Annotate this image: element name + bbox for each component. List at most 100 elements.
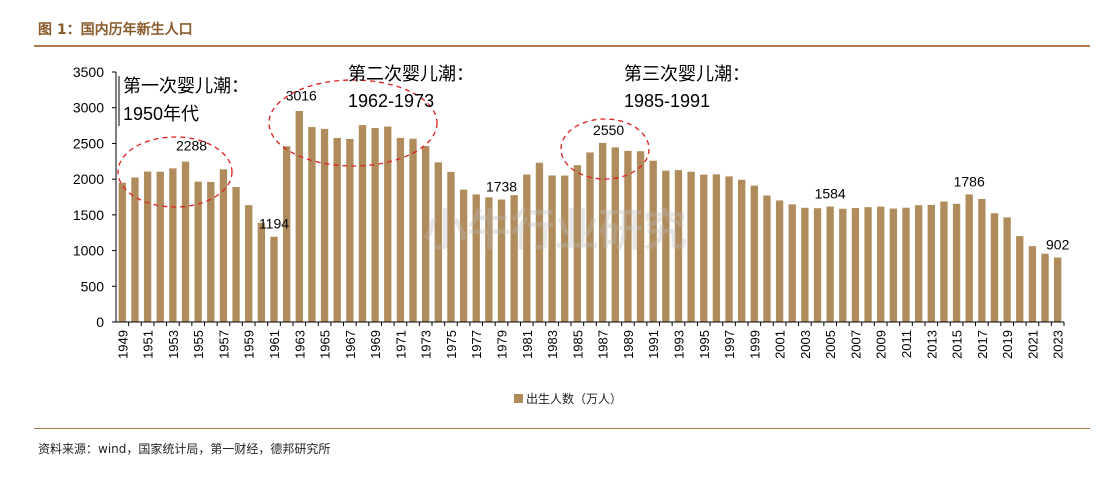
baby-boom-circle [560, 118, 650, 180]
bar [561, 175, 569, 322]
x-tick-label: 1987 [596, 330, 611, 359]
x-tick-label: 2005 [823, 330, 838, 359]
bar [459, 189, 468, 322]
bar [1041, 253, 1049, 322]
y-tick-label: 2500 [73, 135, 104, 151]
bar [1028, 246, 1037, 322]
bar [750, 185, 758, 322]
bar [169, 168, 177, 322]
bar [219, 169, 228, 322]
bar [1016, 236, 1024, 322]
x-tick-label: 2015 [950, 330, 965, 359]
bar [485, 197, 493, 322]
bar [131, 177, 139, 322]
bar [687, 171, 695, 322]
x-tick-label: 1959 [242, 330, 257, 359]
bar [295, 111, 303, 322]
y-tick-label: 1500 [73, 207, 104, 223]
bar [763, 195, 771, 322]
bar [611, 147, 619, 322]
x-tick-label: 1981 [520, 330, 535, 359]
bar [902, 207, 910, 322]
annotations: 第一次婴儿潮： 1950年代 第二次婴儿潮： 1962-1973 第三次婴儿潮： 1985… [117, 64, 750, 208]
data-label: 3016 [286, 88, 317, 104]
x-tick-label: 1957 [216, 330, 231, 359]
legend-label: 出生人数（万人） [526, 391, 622, 406]
y-tick-label: 3500 [73, 64, 104, 80]
source-note: 资料来源：wind，国家统计局，第一财经，德邦研究所 [38, 442, 331, 456]
bar [333, 137, 341, 322]
data-label: 1194 [259, 216, 289, 232]
annotation-period: 1962-1973 [348, 91, 434, 111]
bar [245, 205, 253, 322]
data-label: 1786 [954, 173, 985, 189]
annotation-period: 1950年代 [123, 104, 199, 124]
birth-chart: 0 500 1000 1500 2000 2500 3000 3500 1949 1951 195… [73, 64, 1070, 406]
bar [839, 208, 847, 322]
bar [270, 236, 278, 322]
annotation-title: 第三次婴儿潮： [624, 64, 750, 85]
x-tick-label: 2021 [1025, 330, 1040, 359]
bar [422, 146, 430, 322]
x-tick-label: 1999 [747, 330, 762, 359]
y-tick-label: 2000 [73, 171, 104, 187]
bar [889, 208, 898, 322]
bar [624, 150, 632, 322]
bar [826, 206, 834, 322]
watermark-text: 小牛行业研究 [423, 205, 687, 256]
bar [914, 205, 923, 322]
bar [194, 181, 202, 322]
bar [308, 127, 316, 322]
x-tick-label: 1973 [419, 330, 434, 359]
bar [548, 175, 556, 322]
bar [535, 162, 544, 322]
x-tick-label: 1963 [292, 330, 307, 359]
x-tick-label: 1983 [545, 330, 560, 359]
bar [801, 207, 809, 322]
bar [118, 182, 126, 322]
x-tick-label: 1955 [191, 330, 206, 359]
y-tick-label: 500 [81, 278, 105, 294]
bar [573, 165, 582, 322]
bar [497, 199, 506, 322]
x-tick-label: 2019 [1000, 330, 1015, 359]
bar [775, 200, 784, 322]
bar [1003, 217, 1011, 322]
bar [636, 151, 645, 322]
x-tick-label: 1965 [318, 330, 333, 359]
bar [738, 179, 746, 322]
x-tick-label: 2013 [924, 330, 939, 359]
data-label: 1584 [815, 186, 846, 202]
bar [725, 176, 733, 322]
bar [447, 171, 455, 322]
bar [662, 170, 670, 322]
x-tick-label: 1995 [697, 330, 712, 359]
x-tick-label: 2003 [798, 330, 813, 359]
bar [952, 203, 961, 322]
x-tick-label: 1951 [141, 330, 156, 359]
x-tick-label: 2017 [975, 330, 990, 359]
y-tick-label: 1000 [73, 243, 104, 259]
bar [864, 207, 872, 322]
annotation-title: 第二次婴儿潮： [348, 64, 474, 85]
x-tick-label: 1991 [646, 330, 661, 359]
data-labels: 2288 1194 3016 1738 2550 1584 1786 902 [176, 88, 1070, 253]
bar [371, 128, 379, 322]
bar [586, 152, 594, 322]
x-tick-label: 1961 [267, 330, 282, 359]
bar [257, 222, 266, 322]
x-tick-label: 1971 [393, 330, 408, 359]
x-tick-label: 1977 [469, 330, 484, 359]
x-tick-label: 1997 [722, 330, 737, 359]
watermark: 小牛行业研究 [423, 205, 687, 256]
data-label: 1738 [486, 179, 517, 195]
bar [434, 162, 442, 322]
bar [346, 138, 354, 322]
x-tick-label: 2009 [874, 330, 889, 359]
bar [181, 161, 190, 322]
bar [674, 170, 683, 322]
bar [156, 171, 164, 322]
x-tick-label: 1967 [343, 330, 358, 359]
x-tick-label: 1953 [166, 330, 181, 359]
bar [700, 174, 708, 322]
